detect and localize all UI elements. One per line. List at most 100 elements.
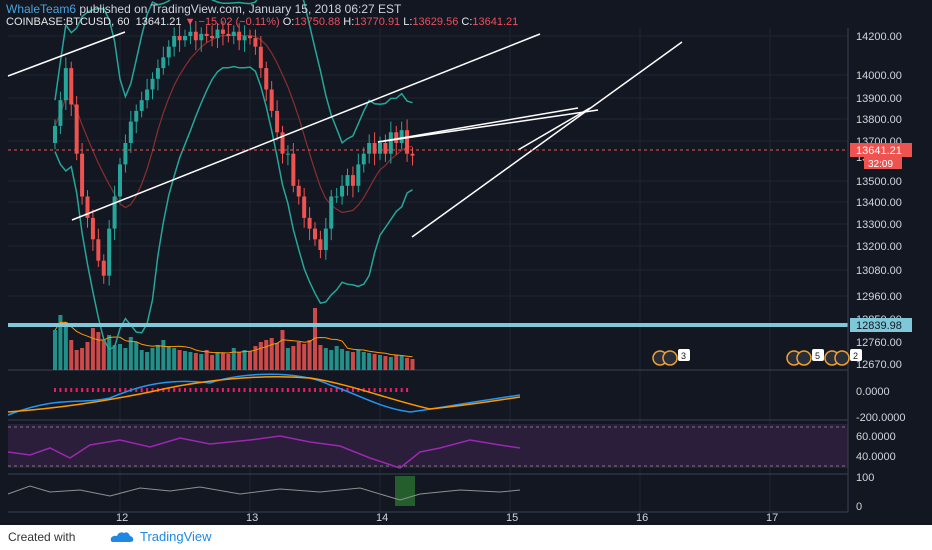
macd-histogram-bar: [330, 388, 333, 392]
macd-pane: [7, 373, 521, 416]
event-badge[interactable]: 5: [786, 349, 824, 366]
candle-body: [329, 196, 334, 229]
candle-body: [107, 228, 112, 276]
candle-body: [242, 36, 247, 41]
event-badge[interactable]: 3: [652, 349, 690, 366]
volume-bar: [405, 358, 410, 370]
candle-body: [275, 110, 280, 133]
macd-histogram-bar: [162, 388, 165, 392]
volume-bar: [313, 308, 317, 370]
rsi-tick-label: 40.0000: [856, 451, 896, 463]
candle-body: [199, 33, 204, 41]
support-level-label: 12839.98: [856, 320, 902, 332]
macd-histogram-bar: [211, 388, 214, 392]
macd-histogram-bar: [384, 388, 387, 392]
macd-histogram-bar: [406, 388, 409, 392]
macd-histogram-bar: [54, 388, 56, 392]
volume-bar: [340, 349, 345, 370]
macd-histogram-bar: [276, 388, 279, 392]
volume-bar: [296, 342, 301, 370]
candle-body: [58, 100, 63, 126]
volume-bar: [183, 351, 187, 370]
candle-body: [394, 132, 399, 143]
macd-histogram-bar: [59, 388, 62, 392]
candle-body: [69, 68, 74, 105]
volume-bar: [394, 355, 399, 370]
price-chart[interactable]: 14200.0014000.0013900.0013800.0013700.00…: [0, 0, 932, 525]
macd-histogram-bar: [389, 388, 392, 392]
rsi-tick-label: 60.0000: [856, 431, 896, 443]
candle-body: [63, 68, 68, 101]
candle-body: [177, 36, 182, 41]
volume-bar: [150, 348, 155, 370]
candle-body: [345, 175, 350, 186]
macd-histogram-bar: [254, 388, 257, 392]
volume-bar: [242, 350, 247, 370]
badge-count: 2: [853, 351, 858, 361]
macd-histogram-bar: [400, 388, 403, 392]
candle-body: [253, 38, 258, 47]
macd-histogram-bar: [205, 388, 208, 392]
volume-bar: [226, 354, 231, 370]
volume-bar: [237, 352, 242, 370]
candle-body: [367, 143, 372, 154]
candle-body: [378, 143, 382, 154]
close-label: C:: [461, 16, 473, 28]
volume-bar: [329, 350, 334, 370]
candle-body: [269, 89, 274, 111]
volume-bar: [112, 345, 117, 370]
candle-body: [226, 33, 231, 36]
candle-body: [215, 29, 220, 39]
volume-bar: [80, 348, 85, 370]
volume-bar: [193, 353, 198, 370]
volume-bar: [166, 346, 171, 370]
candle-body: [248, 36, 252, 39]
last-price-tag-label: 13641.21: [856, 145, 902, 157]
candle-body: [90, 217, 95, 240]
low-label: L:: [403, 16, 413, 28]
candle-body: [204, 33, 209, 36]
bb-lower-band: [54, 65, 413, 351]
macd-histogram-bar: [70, 388, 73, 392]
volume-bar: [361, 352, 366, 370]
volume-bar: [318, 345, 323, 370]
trendlines[interactable]: [7, 31, 683, 238]
countdown-label: 32:09: [868, 159, 893, 170]
volume-bar: [220, 353, 225, 370]
open-value: 13750.88: [294, 16, 341, 28]
volume-bar: [101, 340, 106, 370]
change-value: −15.02 (−0.11%): [198, 16, 280, 28]
macd-tick-label: 0.0000: [856, 386, 890, 398]
macd-histogram-bar: [221, 388, 224, 392]
rsi-line: [7, 435, 521, 469]
last-price: 13641.21: [135, 16, 182, 28]
macd-histogram-bar: [81, 388, 84, 392]
trendline: [411, 41, 683, 238]
event-badge[interactable]: 2: [824, 349, 862, 366]
price-tick-label: 13800.00: [856, 114, 902, 126]
volume-bar: [85, 342, 90, 370]
symbol-label: COINBASE:BTCUSD, 60: [6, 16, 130, 28]
candle-body: [237, 31, 242, 41]
macd-histogram-bar: [124, 388, 127, 392]
volume-bar: [118, 344, 122, 370]
badge-count: 3: [681, 351, 686, 361]
volume-bar: [58, 315, 63, 370]
author-link[interactable]: WhaleTeam6: [6, 2, 77, 16]
flag-icon: [834, 350, 850, 366]
candle-body: [166, 46, 171, 58]
candle-body: [118, 164, 122, 197]
tradingview-brand[interactable]: TradingView: [140, 529, 212, 544]
volume-bar: [63, 322, 68, 370]
candle-body: [296, 185, 301, 197]
event-badges[interactable]: 3 5 2: [652, 349, 862, 366]
time-tick-label: 15: [506, 512, 518, 524]
macd-histogram-bar: [108, 388, 111, 392]
volume-bar: [53, 330, 57, 370]
macd-histogram-bar: [308, 388, 311, 392]
volume-bar: [269, 338, 274, 370]
candle-body: [307, 217, 312, 229]
volume-bar: [215, 352, 220, 370]
rsi-pane: [7, 424, 848, 469]
stoch-tick-label: 0: [856, 501, 862, 513]
